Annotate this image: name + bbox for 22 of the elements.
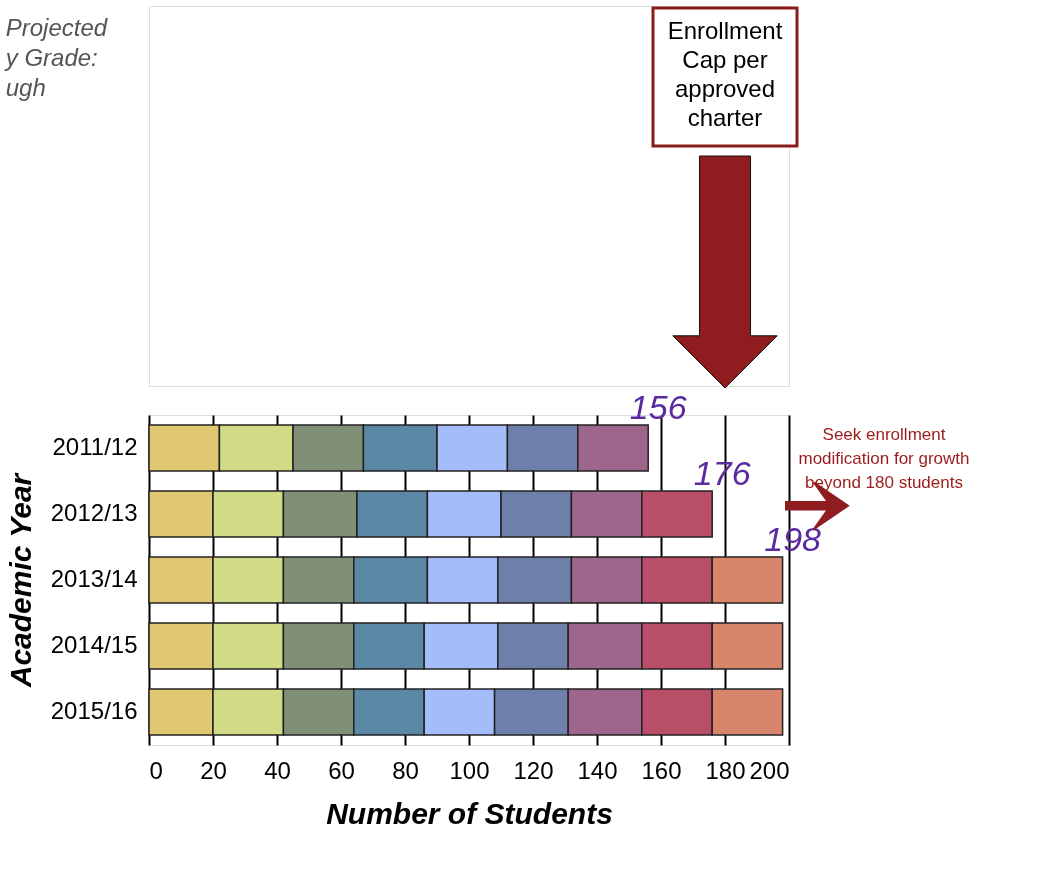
- x-tick-label: 160: [641, 756, 682, 784]
- x-tick-label: 40: [264, 756, 291, 784]
- chart-title: Projected y Grade: ugh: [3, 13, 108, 101]
- total-label: 156: [629, 388, 687, 426]
- x-tick-label: 100: [449, 756, 490, 784]
- x-tick-label: 180: [705, 756, 746, 784]
- x-tick-label: 60: [328, 756, 355, 784]
- y-tick-label: 2011/12: [52, 433, 138, 460]
- y-axis-title: Academic Year: [3, 471, 37, 689]
- y-tick-label: 2015/16: [50, 697, 138, 724]
- x-tick-label: 200: [749, 756, 790, 784]
- x-tick-label: 80: [392, 756, 419, 784]
- y-tick-label: 2013/14: [50, 565, 138, 592]
- x-tick-label: 20: [200, 756, 227, 784]
- x-tick-label: 140: [577, 756, 618, 784]
- x-tick-label: 120: [513, 756, 554, 784]
- x-tick-label: 0: [149, 756, 163, 784]
- y-tick-label: 2014/15: [50, 631, 138, 658]
- x-axis-title: Number of Students: [326, 796, 613, 830]
- y-tick-label: 2012/13: [50, 499, 138, 526]
- text: Enrollment Cap per approved charter: [667, 17, 783, 131]
- text: Seek enrollment modification for growth beyond 180 students: [798, 425, 970, 492]
